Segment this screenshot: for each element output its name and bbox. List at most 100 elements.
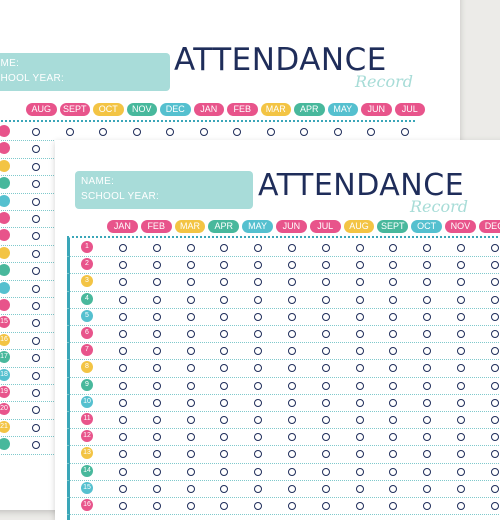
attendance-checkbox[interactable] (233, 128, 241, 136)
attendance-checkbox[interactable] (254, 433, 263, 442)
attendance-checkbox[interactable] (254, 467, 263, 476)
attendance-checkbox[interactable] (186, 416, 195, 424)
attendance-checkbox[interactable] (32, 284, 40, 293)
attendance-checkbox[interactable] (389, 381, 398, 390)
attendance-checkbox[interactable] (152, 278, 161, 287)
attendance-checkbox[interactable] (32, 319, 40, 328)
attendance-checkbox[interactable] (389, 484, 398, 493)
attendance-checkbox[interactable] (152, 330, 161, 338)
attendance-checkbox[interactable] (119, 398, 127, 407)
attendance-checkbox[interactable] (389, 502, 398, 510)
attendance-checkbox[interactable] (321, 416, 330, 424)
attendance-checkbox[interactable] (152, 484, 161, 493)
attendance-checkbox[interactable] (355, 278, 364, 287)
attendance-checkbox[interactable] (367, 128, 375, 136)
attendance-checkbox[interactable] (423, 484, 432, 493)
attendance-checkbox[interactable] (423, 312, 432, 321)
attendance-checkbox[interactable] (32, 232, 40, 241)
attendance-checkbox[interactable] (119, 433, 127, 442)
attendance-checkbox[interactable] (119, 244, 127, 252)
attendance-checkbox[interactable] (355, 261, 364, 270)
attendance-checkbox[interactable] (152, 502, 161, 510)
attendance-checkbox[interactable] (32, 197, 40, 206)
attendance-checkbox[interactable] (32, 267, 40, 276)
attendance-checkbox[interactable] (288, 416, 296, 424)
attendance-checkbox[interactable] (119, 467, 127, 476)
attendance-checkbox[interactable] (490, 278, 499, 287)
attendance-checkbox[interactable] (321, 381, 330, 390)
attendance-checkbox[interactable] (288, 347, 296, 356)
attendance-checkbox[interactable] (288, 450, 296, 459)
attendance-checkbox[interactable] (490, 295, 499, 304)
attendance-checkbox[interactable] (389, 398, 398, 407)
attendance-checkbox[interactable] (300, 128, 308, 136)
attendance-checkbox[interactable] (254, 278, 263, 287)
attendance-checkbox[interactable] (355, 330, 364, 338)
attendance-checkbox[interactable] (220, 244, 229, 252)
attendance-checkbox[interactable] (389, 416, 398, 424)
attendance-checkbox[interactable] (490, 398, 499, 407)
attendance-checkbox[interactable] (119, 484, 127, 493)
attendance-checkbox[interactable] (321, 295, 330, 304)
attendance-checkbox[interactable] (490, 381, 499, 390)
attendance-checkbox[interactable] (321, 364, 330, 373)
attendance-checkbox[interactable] (457, 261, 465, 270)
attendance-checkbox[interactable] (389, 330, 398, 338)
attendance-checkbox[interactable] (423, 261, 432, 270)
attendance-checkbox[interactable] (186, 330, 195, 338)
attendance-checkbox[interactable] (423, 398, 432, 407)
attendance-checkbox[interactable] (355, 381, 364, 390)
attendance-checkbox[interactable] (355, 347, 364, 356)
attendance-checkbox[interactable] (355, 467, 364, 476)
attendance-checkbox[interactable] (457, 364, 465, 373)
attendance-checkbox[interactable] (355, 295, 364, 304)
attendance-checkbox[interactable] (220, 364, 229, 373)
attendance-checkbox[interactable] (457, 433, 465, 442)
attendance-checkbox[interactable] (32, 162, 40, 171)
attendance-checkbox[interactable] (321, 330, 330, 338)
attendance-checkbox[interactable] (186, 433, 195, 442)
attendance-checkbox[interactable] (152, 244, 161, 252)
attendance-checkbox[interactable] (288, 295, 296, 304)
attendance-checkbox[interactable] (186, 364, 195, 373)
attendance-checkbox[interactable] (490, 484, 499, 493)
attendance-checkbox[interactable] (266, 128, 275, 136)
attendance-checkbox[interactable] (254, 347, 263, 356)
attendance-checkbox[interactable] (321, 278, 330, 287)
attendance-checkbox[interactable] (321, 502, 330, 510)
attendance-checkbox[interactable] (32, 215, 40, 223)
attendance-checkbox[interactable] (457, 295, 465, 304)
attendance-checkbox[interactable] (132, 128, 141, 136)
attendance-checkbox[interactable] (288, 244, 296, 252)
attendance-checkbox[interactable] (457, 381, 465, 390)
attendance-checkbox[interactable] (220, 381, 229, 390)
attendance-checkbox[interactable] (288, 278, 296, 287)
attendance-checkbox[interactable] (220, 398, 229, 407)
attendance-checkbox[interactable] (220, 433, 229, 442)
attendance-checkbox[interactable] (152, 398, 161, 407)
attendance-checkbox[interactable] (423, 364, 432, 373)
attendance-checkbox[interactable] (457, 330, 465, 338)
attendance-checkbox[interactable] (32, 389, 40, 397)
attendance-checkbox[interactable] (288, 261, 296, 270)
attendance-checkbox[interactable] (254, 364, 263, 373)
attendance-checkbox[interactable] (321, 261, 330, 270)
attendance-checkbox[interactable] (490, 416, 499, 424)
attendance-checkbox[interactable] (355, 364, 364, 373)
attendance-checkbox[interactable] (254, 381, 263, 390)
attendance-checkbox[interactable] (32, 423, 40, 432)
attendance-checkbox[interactable] (490, 467, 499, 476)
attendance-checkbox[interactable] (152, 381, 161, 390)
attendance-checkbox[interactable] (32, 180, 40, 189)
attendance-checkbox[interactable] (400, 128, 409, 136)
attendance-checkbox[interactable] (490, 261, 499, 270)
attendance-checkbox[interactable] (423, 502, 432, 510)
attendance-checkbox[interactable] (119, 312, 127, 321)
attendance-checkbox[interactable] (355, 450, 364, 459)
attendance-checkbox[interactable] (254, 312, 263, 321)
attendance-checkbox[interactable] (186, 467, 195, 476)
attendance-checkbox[interactable] (199, 128, 208, 136)
attendance-checkbox[interactable] (389, 364, 398, 373)
attendance-checkbox[interactable] (186, 398, 195, 407)
attendance-checkbox[interactable] (423, 330, 432, 338)
